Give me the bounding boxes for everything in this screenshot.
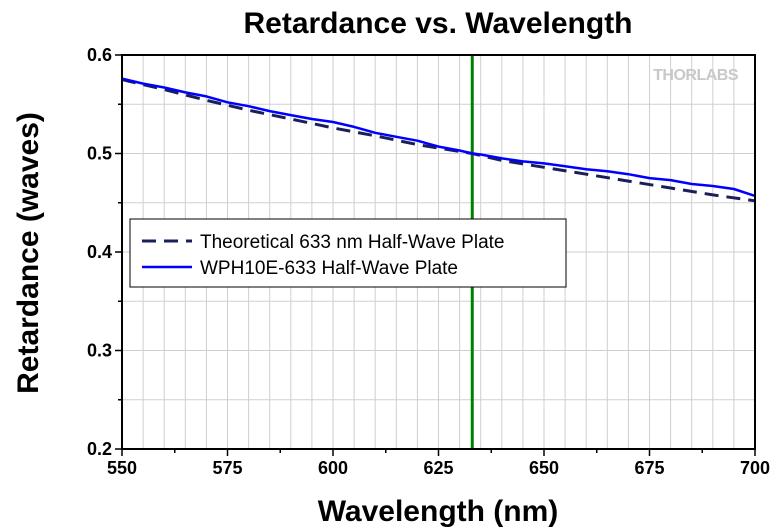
x-axis-label: Wavelength (nm) <box>318 495 559 528</box>
x-tick-label: 650 <box>529 458 559 478</box>
y-axis: 0.2 0.3 0.4 0.5 0.6 <box>87 45 122 459</box>
y-tick-label: 0.2 <box>87 439 112 459</box>
legend: Theoretical 633 nm Half-Wave Plate WPH10… <box>129 218 567 288</box>
x-tick-label: 575 <box>212 458 242 478</box>
x-tick-label: 625 <box>423 458 453 478</box>
y-tick-label: 0.6 <box>87 45 112 65</box>
series-group <box>121 77 756 203</box>
y-tick-label: 0.4 <box>87 242 112 262</box>
x-tick-label: 700 <box>740 458 770 478</box>
chart-title: Retardance vs. Wavelength <box>243 7 632 40</box>
y-tick-label: 0.5 <box>87 144 112 164</box>
thorlabs-watermark: THORLABS <box>653 67 739 84</box>
x-axis: 550 575 600 625 650 675 700 <box>107 449 770 478</box>
legend-label-theoretical: Theoretical 633 nm Half-Wave Plate <box>200 232 504 253</box>
legend-box <box>129 218 567 288</box>
x-tick-label: 675 <box>634 458 664 478</box>
series-line-measured <box>121 77 756 198</box>
legend-label-measured: WPH10E-633 Half-Wave Plate <box>200 258 458 279</box>
watermark-text: THORLABS <box>653 67 739 84</box>
x-tick-label: 550 <box>107 458 137 478</box>
series-line-theoretical <box>121 78 756 203</box>
y-tick-label: 0.3 <box>87 341 112 361</box>
x-tick-label: 600 <box>318 458 348 478</box>
y-axis-label: Retardance (waves) <box>12 112 45 394</box>
